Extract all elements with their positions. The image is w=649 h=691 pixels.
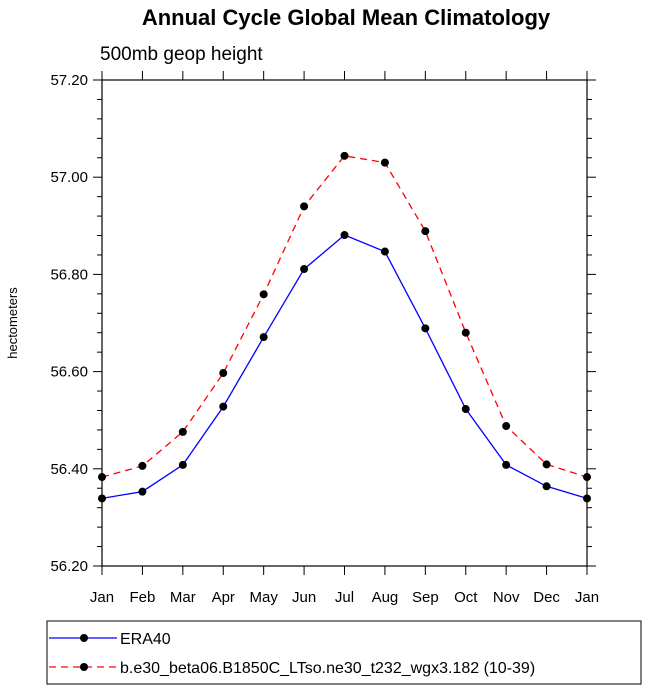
x-tick-label: Apr — [212, 589, 235, 606]
legend-marker — [80, 663, 88, 671]
legend-label: ERA40 — [120, 631, 171, 648]
data-point — [461, 405, 470, 414]
data-point — [380, 247, 389, 256]
data-point — [542, 482, 551, 491]
data-point — [259, 333, 268, 342]
x-tick-label: Jun — [292, 589, 316, 606]
y-tick-label: 57.00 — [50, 169, 88, 186]
y-tick-label: 56.60 — [50, 364, 88, 381]
data-point — [583, 473, 591, 482]
y-tick-label: 56.20 — [50, 558, 88, 575]
series-line — [101, 155, 588, 478]
series-2 — [98, 151, 591, 482]
data-point — [300, 265, 309, 274]
legend-marker — [80, 634, 88, 642]
data-point — [219, 402, 228, 411]
y-axis-label: hectometers — [5, 287, 20, 359]
legend-label: b.e30_beta06.B1850C_LTso.ne30_t232_wgx3.… — [120, 660, 535, 677]
data-point — [98, 473, 106, 482]
data-point — [138, 487, 147, 496]
x-tick-label: Jan — [90, 589, 114, 606]
x-tick-label: May — [249, 589, 278, 606]
y-tick-label: 56.40 — [50, 461, 88, 478]
data-point — [340, 231, 349, 240]
chart-title: Annual Cycle Global Mean Climatology — [142, 5, 551, 30]
x-ticks-layer: Jan Feb Mar Apr May Jun Jul Aug Sep Oct Nov Dec Jan — [90, 71, 599, 606]
y-tick-label: 56.80 — [50, 266, 88, 283]
data-point — [502, 460, 511, 469]
x-tick-label: Nov — [493, 589, 520, 606]
x-tick-label: Jan — [575, 589, 599, 606]
data-point — [340, 151, 349, 160]
legend: ERA40 b.e30_beta06.B1850C_LTso.ne30_t232_… — [46, 620, 642, 685]
legend-box — [46, 620, 642, 685]
y-tick-label: 57.20 — [50, 72, 88, 89]
data-point — [138, 461, 147, 470]
chart-subtitle: 500mb geop height — [100, 44, 263, 65]
x-tick-label: Oct — [454, 589, 478, 606]
series-1 — [98, 231, 591, 503]
y-ticks-layer: 56.20 56.40 56.60 56.80 57.00 57.20 — [50, 72, 596, 575]
data-point — [300, 202, 309, 211]
x-tick-label: Mar — [170, 589, 196, 606]
data-point — [502, 422, 511, 431]
data-point — [421, 324, 430, 333]
x-tick-label: Feb — [129, 589, 155, 606]
data-point — [178, 460, 187, 469]
data-point — [542, 460, 551, 469]
data-point — [259, 290, 268, 299]
x-tick-label: Jul — [335, 589, 354, 606]
x-tick-label: Dec — [533, 589, 560, 606]
data-point — [380, 158, 389, 167]
series-line — [101, 234, 588, 500]
x-tick-label: Sep — [412, 589, 439, 606]
data-point — [98, 494, 106, 503]
series-layer — [98, 151, 591, 503]
data-point — [461, 328, 470, 337]
data-point — [421, 227, 430, 236]
x-tick-label: Aug — [372, 589, 399, 606]
data-point — [178, 427, 187, 436]
data-point — [583, 494, 591, 503]
data-point — [219, 369, 228, 378]
